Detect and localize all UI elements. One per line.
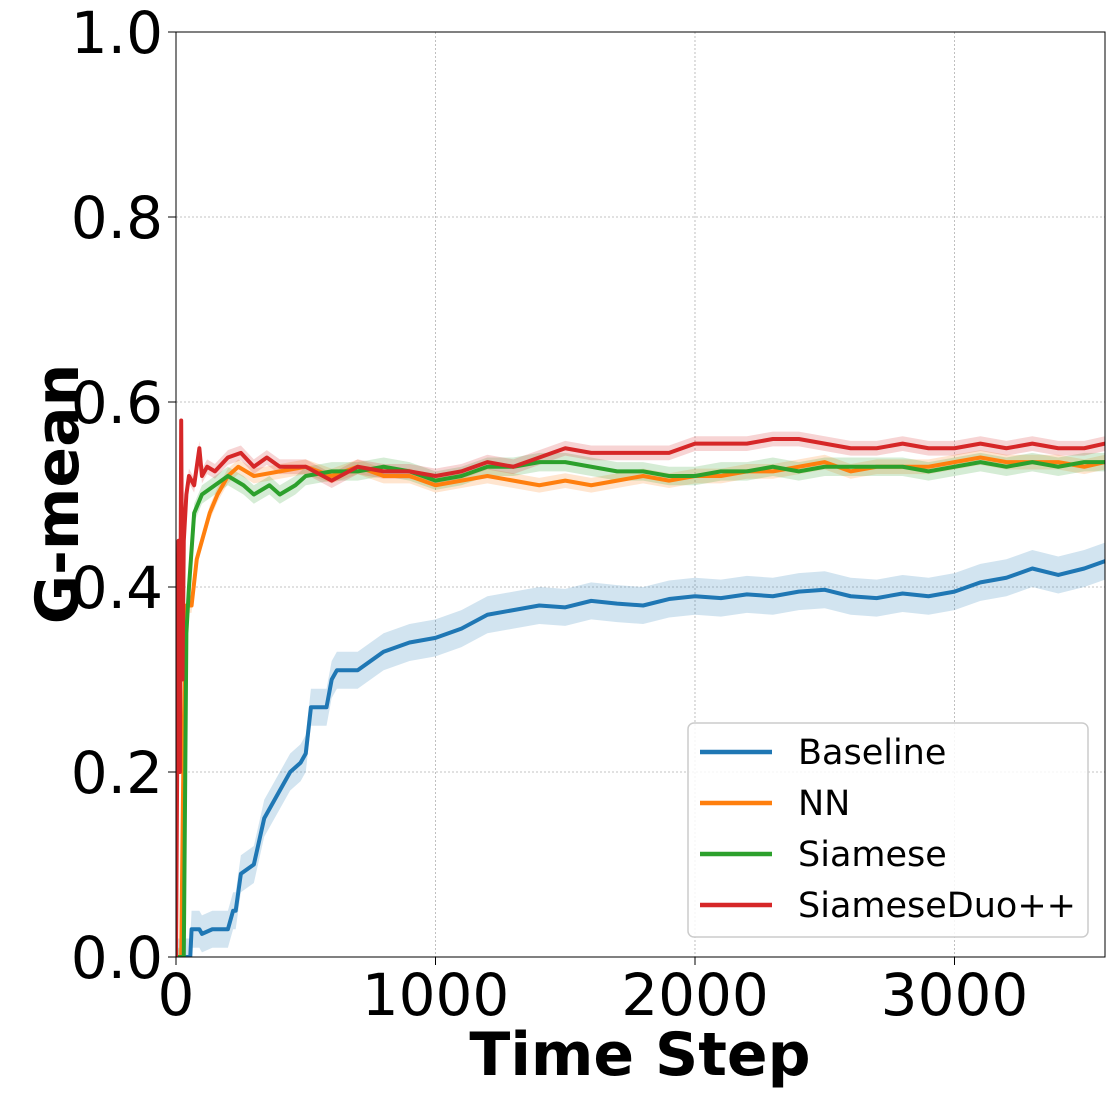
series-lines <box>176 418 1105 957</box>
x-tick-label: 0 <box>158 961 195 1029</box>
grid <box>176 32 1105 957</box>
band-baseline <box>176 542 1105 957</box>
series-line-siameseduo <box>176 418 1105 957</box>
x-tick-label: 1000 <box>362 961 510 1029</box>
x-tick-label: 3000 <box>881 961 1029 1029</box>
axis-ticks: 0 1000 2000 3000 0.0 0.2 0.4 0.6 0.8 1.0 <box>71 0 1029 1029</box>
legend-label-siamese: Siamese <box>798 835 947 875</box>
series-line-baseline <box>176 559 1105 957</box>
y-tick-label: 0.0 <box>71 924 163 992</box>
legend-label-siameseduo: SiameseDuo++ <box>798 886 1076 926</box>
y-tick-label: 0.4 <box>71 554 163 622</box>
y-tick-label: 0.6 <box>71 369 163 437</box>
confidence-bands <box>176 413 1105 957</box>
y-axis-title: G-mean <box>23 364 93 625</box>
y-tick-label: 1.0 <box>71 0 163 67</box>
x-tick-label: 2000 <box>621 961 769 1029</box>
plot-frame <box>175 31 1106 958</box>
legend-label-baseline: Baseline <box>798 733 946 773</box>
y-tick-label: 0.2 <box>71 739 163 807</box>
y-tick-label: 0.8 <box>71 184 163 252</box>
series-line-nn <box>176 455 1105 957</box>
x-axis-title: Time Step <box>469 1020 810 1090</box>
legend-label-nn: NN <box>798 784 850 824</box>
series-line-siamese <box>176 460 1105 957</box>
legend-frame <box>687 722 1089 938</box>
legend: Baseline NN Siamese SiameseDuo++ <box>687 722 1089 938</box>
